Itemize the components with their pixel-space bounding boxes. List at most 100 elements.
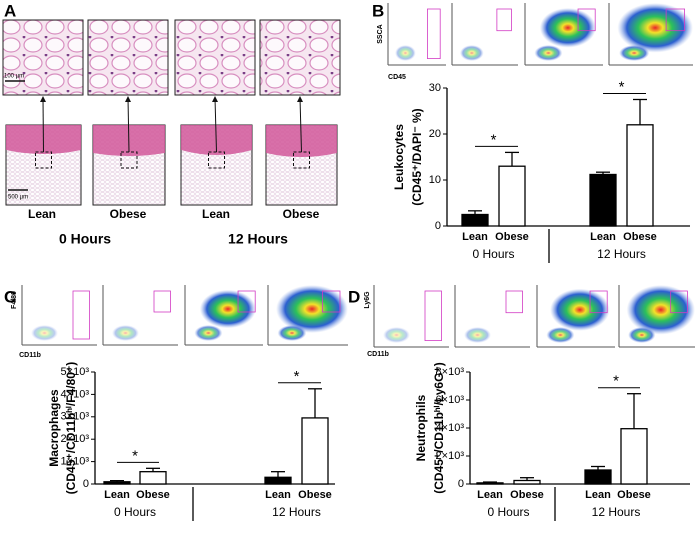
group-label: 0 Hours xyxy=(114,505,156,519)
flow-density xyxy=(464,327,491,343)
y-tick-label: 6×10³ xyxy=(436,394,465,406)
flow-gate xyxy=(427,8,441,59)
y-tick-label: 4×10³ xyxy=(61,388,90,400)
micrograph xyxy=(87,19,169,96)
image-label: Lean xyxy=(202,207,230,221)
panel-label: D xyxy=(348,287,360,306)
significance-label: * xyxy=(132,447,138,464)
panel-label: B xyxy=(372,1,384,20)
flow-density xyxy=(550,288,610,331)
flow-x-label: CD11b xyxy=(367,351,389,358)
arrow xyxy=(214,97,217,153)
flow-gate xyxy=(665,8,685,32)
bar xyxy=(103,481,131,485)
x-tick-label: Lean xyxy=(477,489,503,501)
image-label: Obese xyxy=(110,207,147,221)
group-label: 12 Hours xyxy=(597,247,646,261)
flow-gate xyxy=(153,290,171,313)
flow-gate xyxy=(589,290,608,314)
flow-density xyxy=(383,327,410,343)
bar xyxy=(589,173,617,227)
group-label: 12 Hours xyxy=(228,231,288,247)
bar xyxy=(620,428,648,485)
x-tick-label: Lean xyxy=(590,231,616,243)
y-tick-label: 8×10³ xyxy=(436,366,465,378)
x-tick-label: Lean xyxy=(265,489,291,501)
scale-label: 100 µm xyxy=(4,74,24,80)
group-label: 0 Hours xyxy=(472,247,514,261)
y-tick-label: 10 xyxy=(429,174,441,186)
flow-density xyxy=(31,325,58,341)
y-tick-label: 30 xyxy=(429,82,441,94)
histology xyxy=(2,19,341,206)
y-tick-label: 2×10³ xyxy=(436,450,465,462)
bar xyxy=(498,165,526,227)
flow-density xyxy=(626,285,695,335)
arrow xyxy=(299,97,302,153)
micrograph xyxy=(174,19,256,96)
y-tick-label: 4×10³ xyxy=(436,422,465,434)
panel-label: C xyxy=(4,287,16,306)
y-axis-label: (CD45⁺/DAPI⁻ %) xyxy=(410,108,424,205)
flow-density xyxy=(199,289,256,329)
arrow-head xyxy=(297,96,303,102)
flow-density xyxy=(112,325,139,341)
y-tick-label: 0 xyxy=(83,478,89,490)
flow-density xyxy=(617,3,693,53)
flow-y-label: SSCA xyxy=(377,24,384,43)
flow-density xyxy=(546,327,575,343)
y-tick-label: 5×10³ xyxy=(61,366,90,378)
bar xyxy=(139,471,167,485)
y-axis-label: (CD45⁺/CD11bʰⁱ/Ly6G⁺) xyxy=(432,362,446,493)
micrograph xyxy=(259,19,341,96)
panel-label: A xyxy=(4,1,16,20)
flow-gate xyxy=(424,290,442,341)
y-axis-label: Neutrophils xyxy=(414,394,428,461)
bar xyxy=(626,124,654,227)
x-tick-label: Lean xyxy=(462,231,488,243)
y-tick-label: 2×10³ xyxy=(61,433,90,445)
image-label: Lean xyxy=(28,207,56,221)
scale-label: 500 µm xyxy=(8,195,28,201)
flow-x-label: CD45 xyxy=(388,74,406,81)
x-tick-label: Obese xyxy=(298,489,332,501)
flow-gate xyxy=(496,8,512,32)
y-tick-label: 1×10³ xyxy=(61,456,90,468)
flow-gate xyxy=(505,290,523,314)
significance-label: * xyxy=(619,78,625,95)
y-tick-label: 0 xyxy=(435,220,441,232)
significance-label: * xyxy=(294,368,300,385)
flow-gate xyxy=(72,290,90,340)
arrow xyxy=(42,97,44,153)
significance-label: * xyxy=(613,373,619,390)
y-axis-label: Leukocytes xyxy=(392,124,406,190)
y-tick-label: 20 xyxy=(429,128,441,140)
x-tick-label: Obese xyxy=(495,231,529,243)
y-tick-label: 3×10³ xyxy=(61,411,90,423)
flow-gate xyxy=(321,290,341,313)
flow-y-label: F4/80 xyxy=(11,291,18,309)
flow-gate xyxy=(670,290,688,314)
bar xyxy=(461,213,489,227)
flow-density xyxy=(459,45,484,61)
x-tick-label: Lean xyxy=(104,489,130,501)
flow-density xyxy=(539,7,596,48)
image-label: Obese xyxy=(283,207,320,221)
bar xyxy=(264,476,292,485)
group-label: 12 Hours xyxy=(592,505,641,519)
flow-density xyxy=(534,45,563,61)
significance-label: * xyxy=(491,131,497,148)
arrow xyxy=(127,97,130,153)
x-tick-label: Lean xyxy=(585,489,611,501)
flow-gate xyxy=(237,290,256,313)
micrograph xyxy=(2,19,84,96)
x-tick-label: Obese xyxy=(136,489,170,501)
arrow-head xyxy=(125,96,131,102)
y-tick-label: 0 xyxy=(458,478,464,490)
group-label: 0 Hours xyxy=(59,231,111,247)
bar xyxy=(476,482,504,485)
arrow-head xyxy=(212,96,218,102)
arrow-head xyxy=(40,96,46,102)
y-axis-label: (CD45⁺/CD11bʰⁱ/F4/80⁺) xyxy=(64,362,78,495)
